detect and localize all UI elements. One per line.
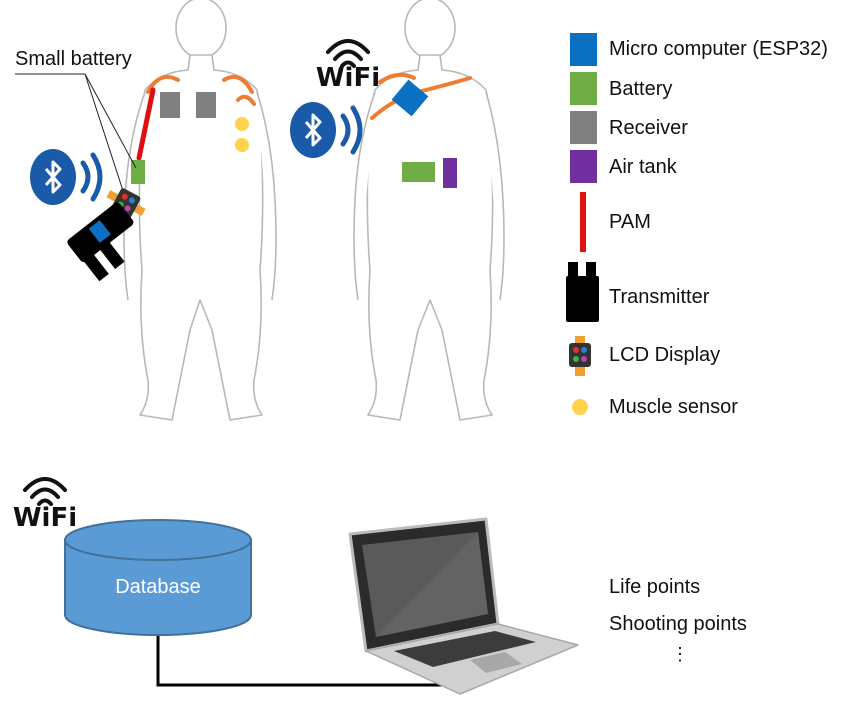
legend-swatch-air-tank <box>570 150 597 183</box>
back-body-figure <box>353 0 505 421</box>
air-tank-block <box>443 158 457 188</box>
front-harness-wire <box>146 75 254 94</box>
bluetooth-icon <box>30 149 103 205</box>
front-body-figure <box>123 0 277 421</box>
legend-swatch-transmitter <box>566 262 599 322</box>
wifi-icon: WiFi <box>13 477 77 533</box>
small-battery-leader-2 <box>84 73 137 169</box>
legend-label-receiver: Receiver <box>609 117 688 139</box>
legend-swatch-receiver <box>570 111 597 144</box>
legend-label-pam: PAM <box>609 211 651 233</box>
back-battery-block <box>402 162 435 182</box>
legend-label-lcd-display: LCD Display <box>609 344 721 366</box>
muscle-sensor-1 <box>235 117 249 131</box>
legend-label-transmitter: Transmitter <box>609 286 710 308</box>
muscle-sensor-2 <box>235 138 249 152</box>
legend-swatch-pam <box>580 192 586 252</box>
small-battery-label: Small battery <box>15 48 132 70</box>
back-shoulder-wire <box>378 72 416 84</box>
legend-swatch-muscle-sensor <box>572 399 588 415</box>
shooting-points-label: Shooting points <box>609 613 747 635</box>
wifi-label-top: WiFi <box>316 63 380 93</box>
micro-computer-block <box>391 79 429 117</box>
receiver-left <box>160 92 180 118</box>
small-battery-leader-3 <box>84 73 127 201</box>
wifi-label-bottom: WiFi <box>13 503 77 533</box>
database-icon: Database <box>64 519 252 636</box>
connection-line <box>156 628 450 687</box>
life-points-label: Life points <box>609 576 701 598</box>
bluetooth-icon <box>290 102 363 158</box>
wifi-icon: WiFi <box>316 39 380 93</box>
transmitter-gun <box>67 202 134 282</box>
receiver-right <box>196 92 216 118</box>
legend-swatch-micro-computer <box>570 33 597 66</box>
front-arm-wire <box>236 94 256 106</box>
front-lcd-watch <box>106 188 146 218</box>
legend-swatch-battery <box>570 72 597 105</box>
legend-label-battery: Battery <box>609 78 673 100</box>
legend-swatch-lcd-display <box>569 336 591 376</box>
legend-label-micro-computer: Micro computer (ESP32) <box>609 38 828 60</box>
pam-tube <box>136 87 156 161</box>
legend-label-muscle-sensor: Muscle sensor <box>609 396 738 418</box>
database-label: Database <box>115 576 201 598</box>
more-points-ellipsis: ⋮ <box>671 644 689 664</box>
laptop-icon <box>348 517 579 695</box>
legend-label-air-tank: Air tank <box>609 156 677 178</box>
